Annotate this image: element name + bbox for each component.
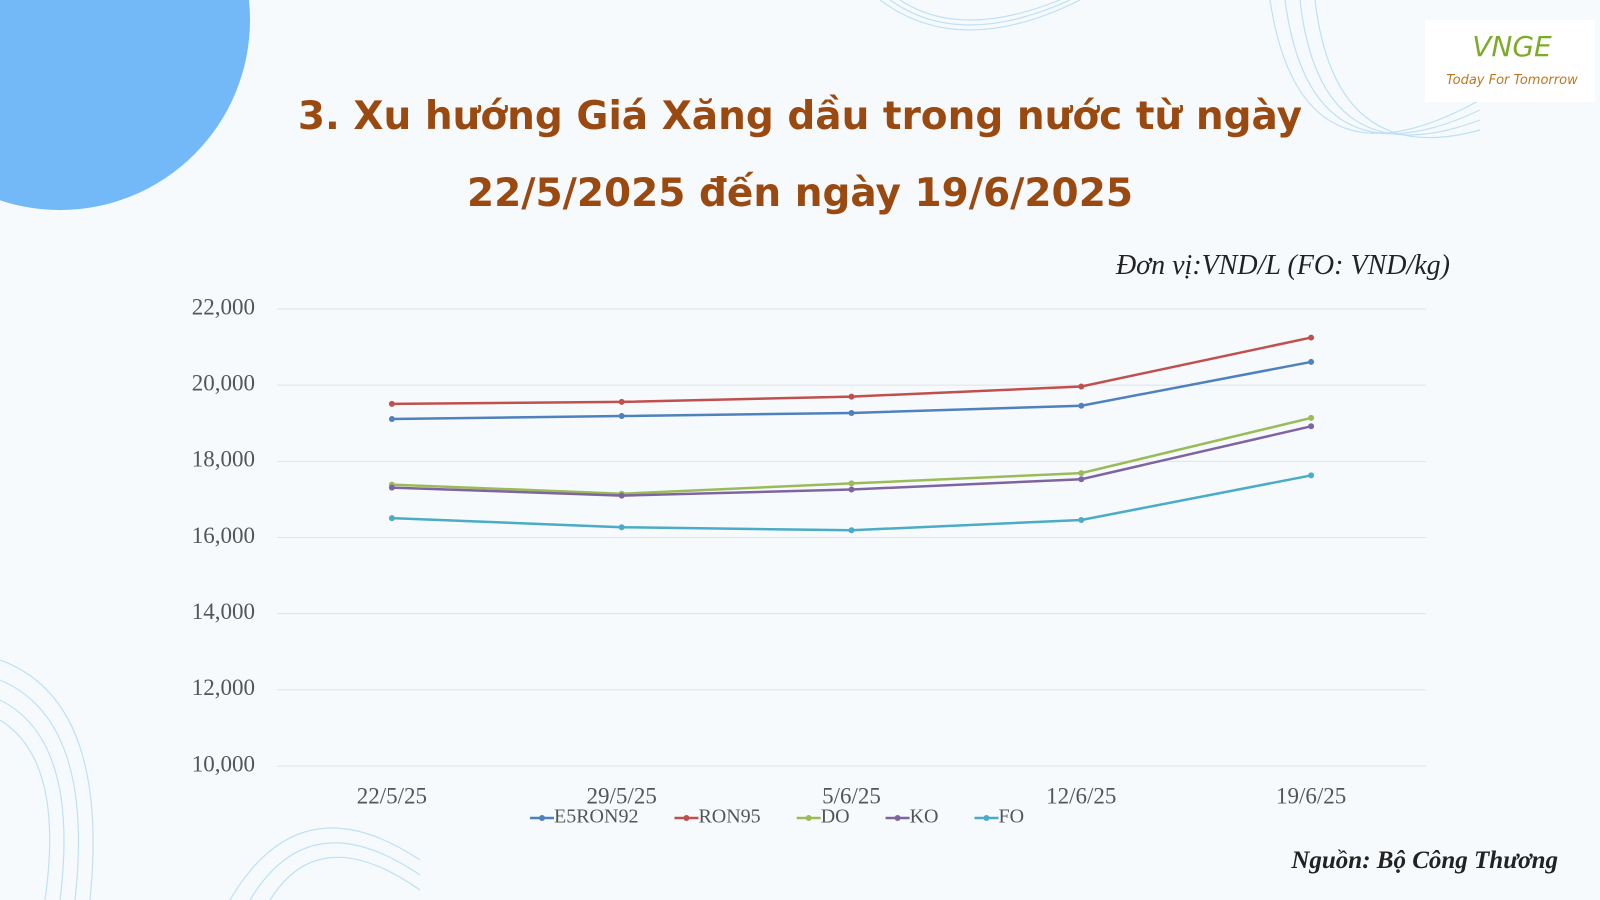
point [1078, 476, 1085, 483]
legend-dot [539, 815, 545, 821]
point [1308, 423, 1315, 430]
decor-circle [0, 0, 250, 210]
point [848, 486, 855, 493]
y-tick-label: 10,000 [192, 751, 255, 776]
point [1078, 516, 1085, 523]
x-tick-label: 22/5/25 [357, 783, 427, 808]
legend-label: RON95 [698, 806, 760, 828]
point [848, 480, 855, 487]
point [1308, 358, 1315, 365]
point [618, 492, 625, 499]
legend-dot [983, 815, 990, 821]
y-tick-label: 22,000 [192, 294, 255, 319]
point [1078, 470, 1085, 477]
legend-dot [894, 815, 901, 821]
y-tick-label: 20,000 [192, 370, 255, 395]
x-tick-label: 5/6/25 [822, 783, 881, 808]
x-tick-label: 29/5/25 [587, 783, 657, 808]
y-tick-label: 16,000 [192, 523, 255, 548]
point [848, 527, 855, 534]
logo-box [1425, 20, 1595, 102]
decor-waves [0, 0, 1481, 900]
point [388, 484, 395, 491]
point [388, 515, 395, 522]
x-tick-label: 19/6/25 [1276, 783, 1346, 808]
y-tick-label: 12,000 [192, 675, 255, 700]
chart-title: 3. Xu hướng Giá Xăng dầu trong nước từ n… [297, 94, 1303, 216]
point [618, 524, 625, 531]
logo-brand: VNGE [1472, 30, 1552, 63]
point [618, 398, 625, 405]
point [848, 409, 855, 416]
legend-label: KO [910, 806, 939, 828]
legend-label: DO [821, 806, 850, 828]
point [618, 413, 625, 420]
point [1078, 402, 1085, 409]
y-tick-label: 14,000 [192, 599, 255, 624]
point [1078, 383, 1085, 390]
point [388, 416, 395, 423]
legend-dot [683, 815, 690, 821]
x-tick-label: 12/6/25 [1046, 783, 1116, 808]
legend-label: E5RON92 [554, 806, 638, 828]
point [1308, 472, 1315, 479]
logo-tagline: Today For Tomorrow [1446, 73, 1578, 88]
point [1308, 334, 1315, 341]
source: Nguồn: Bộ Công Thương [1290, 847, 1558, 874]
y-tick-label: 18,000 [192, 447, 255, 472]
legend-label: FO [998, 806, 1024, 828]
point [1308, 414, 1315, 421]
point [848, 393, 855, 400]
unit-note: Đơn vị:VND/L (FO: VND/kg) [1115, 250, 1450, 281]
point [388, 400, 395, 407]
legend-dot [805, 815, 812, 821]
